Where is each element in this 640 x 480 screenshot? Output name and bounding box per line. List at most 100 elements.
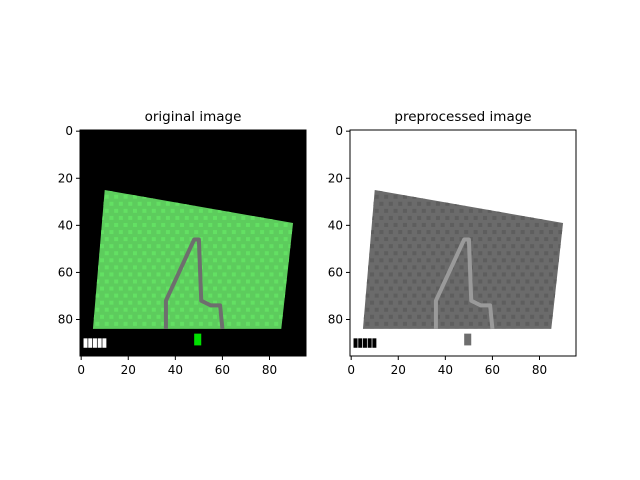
field-pattern-cell — [128, 244, 133, 249]
field-pattern-cell — [175, 230, 180, 235]
field-pattern-cell — [189, 293, 194, 298]
field-pattern-cell — [374, 307, 379, 312]
panel-title: original image — [145, 109, 242, 125]
field-pattern-cell — [384, 194, 389, 199]
y-tick-label: 20 — [58, 171, 73, 185]
field-pattern-cell — [548, 286, 553, 291]
field-pattern-cell — [440, 208, 445, 213]
field-pattern-cell — [478, 279, 483, 284]
hud-indicator — [97, 338, 102, 348]
plot-area — [79, 129, 307, 357]
field-pattern-cell — [501, 286, 506, 291]
field-pattern-cell — [189, 237, 194, 242]
field-pattern-cell — [407, 201, 412, 206]
field-pattern-cell — [398, 314, 403, 319]
field-pattern-cell — [151, 279, 156, 284]
field-pattern-cell — [506, 251, 511, 256]
field-pattern-cell — [142, 208, 147, 213]
field-pattern-cell — [374, 279, 379, 284]
field-pattern-cell — [402, 237, 407, 242]
field-pattern-cell — [255, 222, 260, 227]
field-pattern-cell — [473, 230, 478, 235]
field-pattern-cell — [104, 321, 109, 326]
field-pattern-cell — [487, 251, 492, 256]
field-pattern-cell — [520, 314, 525, 319]
field-pattern-cell — [100, 230, 105, 235]
field-pattern-cell — [464, 286, 469, 291]
field-pattern-cell — [208, 279, 213, 284]
field-pattern-cell — [114, 194, 119, 199]
field-pattern-cell — [241, 300, 246, 305]
field-pattern-cell — [194, 314, 199, 319]
field-pattern-cell — [278, 272, 283, 277]
axes-frame — [349, 129, 577, 357]
field-pattern-cell — [407, 286, 412, 291]
field-pattern-cell — [208, 307, 213, 312]
field-pattern-cell — [128, 201, 133, 206]
car-marker — [194, 333, 202, 346]
field-pattern-cell — [483, 215, 488, 220]
hud-indicator — [92, 338, 97, 348]
field-pattern-cell — [487, 265, 492, 270]
field-pattern-cell — [222, 230, 227, 235]
field-pattern-cell — [274, 293, 279, 298]
field-pattern-cell — [426, 258, 431, 263]
field-pattern-cell — [454, 244, 459, 249]
field-pattern-cell — [109, 272, 114, 277]
field-pattern-cell — [250, 258, 255, 263]
field-pattern-cell — [393, 293, 398, 298]
field-pattern-cell — [445, 300, 450, 305]
field-pattern-cell — [142, 265, 147, 270]
field-pattern-cell — [426, 230, 431, 235]
field-pattern-cell — [506, 279, 511, 284]
field-pattern-cell — [497, 307, 502, 312]
field-pattern-cell — [203, 215, 208, 220]
y-tick-label: 80 — [58, 313, 73, 327]
field-pattern-cell — [165, 272, 170, 277]
field-pattern-cell — [184, 286, 189, 291]
field-pattern-cell — [245, 251, 250, 256]
field-pattern-cell — [374, 293, 379, 298]
field-pattern-cell — [123, 237, 128, 242]
field-pattern-cell — [445, 286, 450, 291]
field-pattern-cell — [445, 244, 450, 249]
field-pattern-cell — [402, 222, 407, 227]
field-pattern-cell — [501, 300, 506, 305]
field-pattern-cell — [384, 222, 389, 227]
field-pattern-cell — [402, 307, 407, 312]
field-pattern-cell — [156, 300, 161, 305]
field-pattern-cell — [156, 258, 161, 263]
field-pattern-cell — [445, 258, 450, 263]
field-pattern-cell — [483, 300, 488, 305]
field-pattern-cell — [520, 230, 525, 235]
field-pattern-cell — [393, 194, 398, 199]
field-pattern-cell — [544, 222, 549, 227]
field-pattern-cell — [515, 321, 520, 326]
field-pattern-cell — [278, 300, 283, 305]
field-pattern-cell — [426, 286, 431, 291]
field-pattern-cell — [374, 265, 379, 270]
field-pattern-cell — [104, 208, 109, 213]
field-pattern-cell — [478, 237, 483, 242]
field-pattern-cell — [497, 251, 502, 256]
field-pattern-cell — [544, 307, 549, 312]
field-pattern-cell — [402, 265, 407, 270]
field-pattern-cell — [534, 321, 539, 326]
field-pattern-cell — [478, 307, 483, 312]
hud-indicator — [353, 338, 358, 348]
field-pattern-cell — [128, 300, 133, 305]
field-pattern-cell — [245, 307, 250, 312]
field-pattern-cell — [421, 293, 426, 298]
field-pattern-cell — [104, 265, 109, 270]
field-pattern-cell — [255, 307, 260, 312]
field-pattern-cell — [530, 314, 535, 319]
field-pattern-cell — [450, 237, 455, 242]
field-pattern-cell — [161, 321, 166, 326]
field-pattern-cell — [245, 321, 250, 326]
field-pattern-cell — [402, 194, 407, 199]
field-pattern-cell — [161, 265, 166, 270]
field-pattern-cell — [501, 215, 506, 220]
field-pattern-cell — [123, 265, 128, 270]
x-tick-label: 20 — [121, 363, 136, 377]
